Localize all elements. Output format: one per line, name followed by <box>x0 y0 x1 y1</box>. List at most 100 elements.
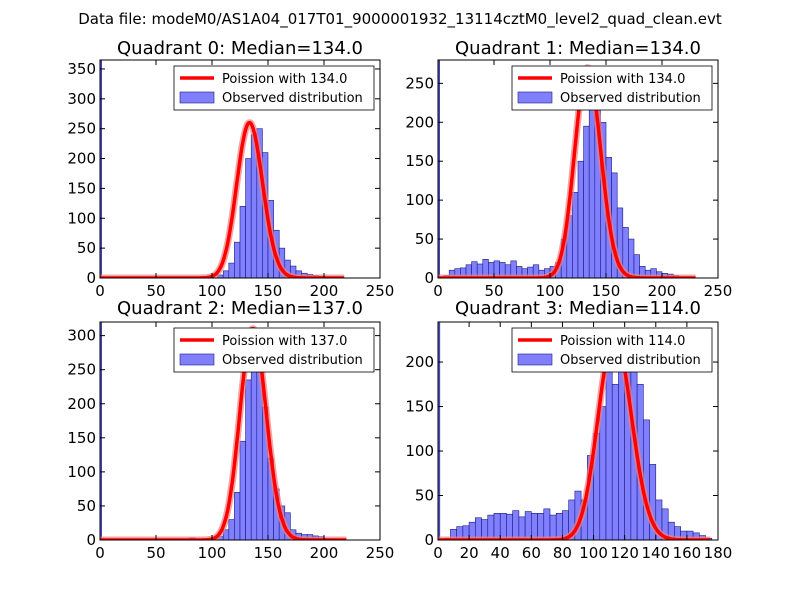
y-tick-label: 150 <box>67 429 96 447</box>
y-tick-label: 200 <box>405 113 434 131</box>
histogram-bar <box>537 513 545 540</box>
histogram-bar <box>234 241 241 278</box>
axes-quadrant-0: 0 50 100 150 200 250 0 50 100 150 200 250 300 350 Pois… <box>67 59 394 300</box>
y-tick-label: 250 <box>67 120 96 138</box>
y-tick-label: 300 <box>67 90 96 108</box>
histogram-bar <box>572 192 579 278</box>
x-tick-label: 60 <box>522 544 541 562</box>
x-tick-label: 120 <box>610 544 639 562</box>
y-tick-label: 0 <box>86 531 96 549</box>
x-tick-label: 200 <box>310 282 339 300</box>
legend: Poission with 134.0 Observed distribution <box>511 65 713 111</box>
subplot-title: Quadrant 2: Median=137.0 <box>117 298 363 319</box>
x-tick-label: 0 <box>433 544 443 562</box>
y-tick-label: 200 <box>67 395 96 413</box>
subplot-quadrant-3: Quadrant 3: Median=114.0 0 20 40 60 80 100 120… <box>405 298 732 562</box>
subplot-quadrant-1: Quadrant 1: Median=134.0 0 50 100 150 200 250… <box>405 38 732 300</box>
x-tick-label: 50 <box>146 544 165 562</box>
y-tick-label: 150 <box>405 398 434 416</box>
histogram-bar <box>599 406 607 540</box>
legend: Poission with 114.0 Observed distribution <box>511 327 713 373</box>
legend-bar-swatch <box>517 91 553 104</box>
y-tick-label: 50 <box>77 497 96 515</box>
suptitle: Data file: modeM0/AS1A04_017T01_90000019… <box>78 10 722 29</box>
legend: Poission with 134.0 Observed distribution <box>173 65 375 111</box>
axes-frame <box>437 321 719 541</box>
axes-frame <box>99 321 381 541</box>
histogram-bar <box>588 98 596 278</box>
axes-frame <box>437 59 719 279</box>
histogram-bar <box>512 510 520 540</box>
legend-label-observed: Observed distribution <box>560 353 701 368</box>
histogram-bar <box>549 514 557 540</box>
axes-quadrant-3: 0 20 40 60 80 100 120 140 160 180050100150200Pois… <box>405 321 732 562</box>
histogram-bar <box>583 125 590 278</box>
y-tick-label: 0 <box>424 531 434 549</box>
histogram-bar <box>543 508 551 540</box>
y-tick-label: 50 <box>415 487 434 505</box>
x-tick-label: 100 <box>198 282 227 300</box>
histogram-bar <box>611 383 619 540</box>
legend-bar-swatch <box>517 353 553 366</box>
subplot-title: Quadrant 0: Median=134.0 <box>117 38 363 59</box>
histogram-bar <box>506 513 513 540</box>
x-tick-label: 50 <box>146 282 165 300</box>
y-tick-label: 250 <box>67 361 96 379</box>
x-tick-label: 0 <box>95 282 105 300</box>
histogram-bar <box>499 513 507 540</box>
y-tick-label: 100 <box>67 463 96 481</box>
histogram-bar <box>228 519 235 540</box>
x-tick-label: 0 <box>433 282 443 300</box>
subplot-quadrant-2: Quadrant 2: Median=137.0 0 50 100 150 200 250… <box>67 298 394 562</box>
legend-label-observed: Observed distribution <box>560 91 701 106</box>
x-tick-label: 50 <box>484 282 503 300</box>
axes-quadrant-2: 0 50 100 150 200 250 0 50 100 150 200 250 300 Poissio… <box>67 321 395 562</box>
axes-frame <box>99 59 381 279</box>
legend-label-observed: Observed distribution <box>222 353 363 368</box>
x-tick-label: 150 <box>254 282 283 300</box>
subplot-title: Quadrant 3: Median=114.0 <box>455 298 701 319</box>
y-tick-label: 50 <box>77 239 96 257</box>
x-tick-label: 100 <box>579 544 608 562</box>
y-tick-label: 150 <box>67 179 96 197</box>
histogram-bar <box>628 238 635 278</box>
x-tick-label: 150 <box>592 282 621 300</box>
x-tick-label: 250 <box>704 282 733 300</box>
histogram-bar <box>239 440 246 540</box>
histogram-bar <box>100 60 102 278</box>
y-tick-label: 350 <box>67 60 96 78</box>
axes-quadrant-1: 0 50 100 150 200 250 0 50 100 150 200 250 Poission w… <box>405 59 733 300</box>
y-tick-label: 200 <box>67 150 96 168</box>
y-tick-label: 100 <box>67 209 96 227</box>
subplot-quadrant-0: Quadrant 0: Median=134.0 0 50 100 150 200 250… <box>67 38 394 300</box>
histogram-bar <box>524 511 532 540</box>
y-tick-label: 150 <box>405 152 434 170</box>
histogram-bar <box>245 158 252 278</box>
histogram-bar <box>239 206 246 278</box>
x-tick-label: 100 <box>536 282 565 300</box>
y-tick-label: 250 <box>405 74 434 92</box>
histogram-bar <box>250 355 258 540</box>
histogram-bar <box>100 322 102 540</box>
y-tick-label: 300 <box>67 327 96 345</box>
x-tick-label: 40 <box>491 544 510 562</box>
poisson-curve <box>438 66 697 278</box>
y-tick-label: 0 <box>86 269 96 287</box>
x-tick-label: 20 <box>460 544 479 562</box>
x-tick-label: 200 <box>310 544 339 562</box>
x-tick-label: 250 <box>366 544 395 562</box>
histogram-bar <box>438 322 441 540</box>
histogram-bar <box>228 262 235 278</box>
x-tick-label: 0 <box>95 544 105 562</box>
histogram-bar <box>493 513 501 540</box>
x-tick-label: 80 <box>553 544 572 562</box>
legend-label-poisson: Poission with 137.0 <box>222 334 347 349</box>
y-tick-label: 100 <box>405 442 434 460</box>
y-tick-label: 50 <box>415 230 434 248</box>
legend-label-poisson: Poission with 134.0 <box>560 72 685 87</box>
legend: Poission with 137.0 Observed distribution <box>173 327 375 373</box>
histogram-bar <box>577 160 584 278</box>
poisson-curve <box>438 333 711 540</box>
legend-bar-swatch <box>179 91 215 104</box>
